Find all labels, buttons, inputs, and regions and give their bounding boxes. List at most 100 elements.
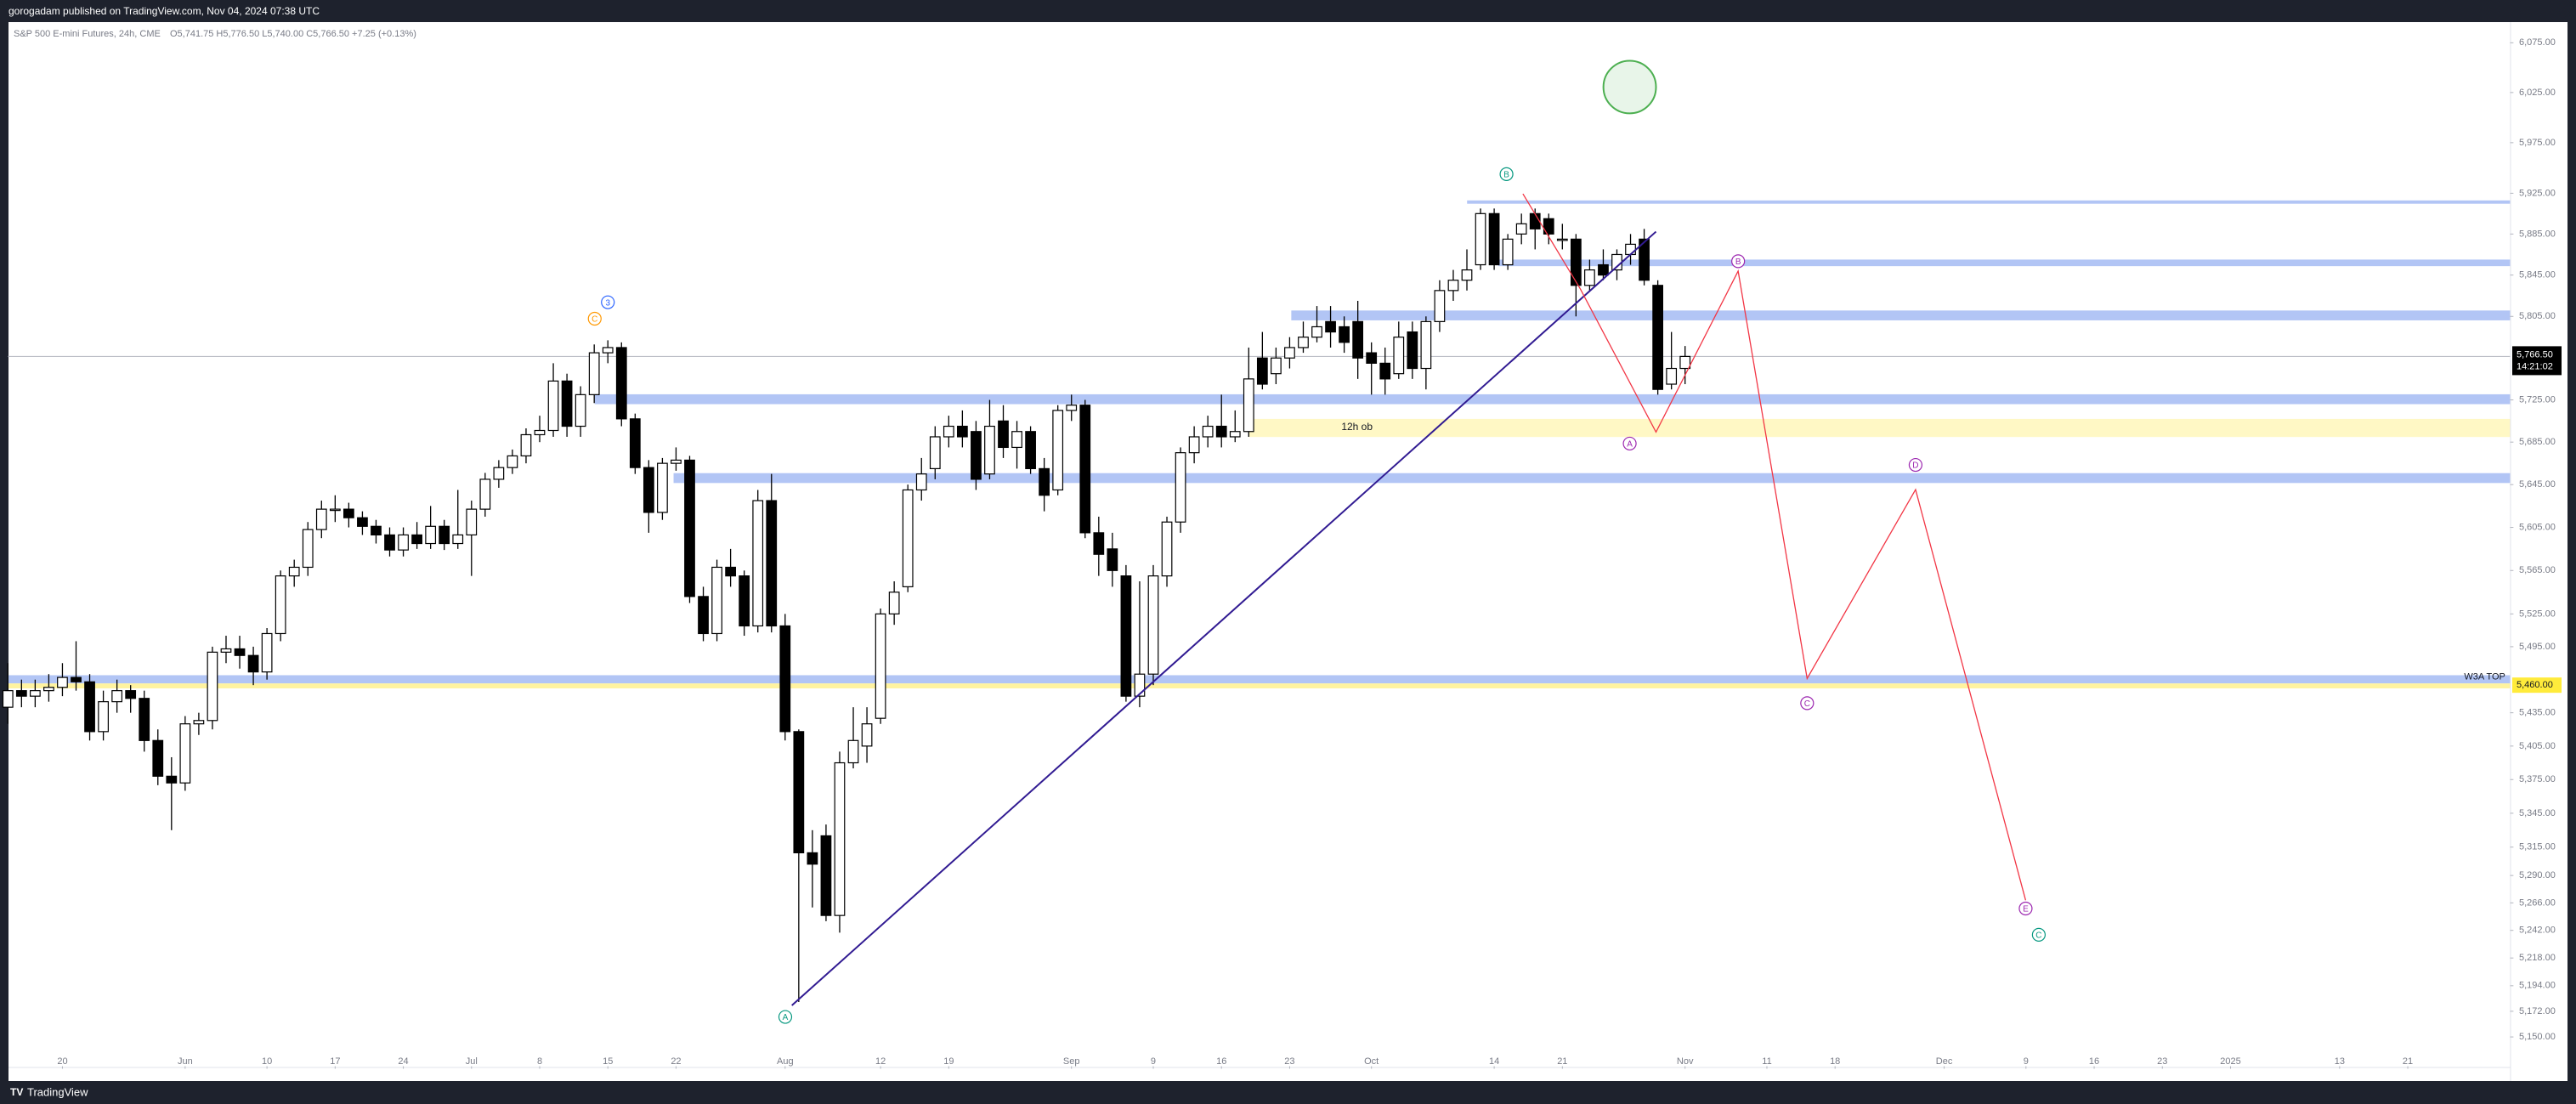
candle-body: [875, 613, 886, 719]
y-tick-label: 5,435.00: [2519, 708, 2556, 718]
candle-body: [1502, 238, 1514, 266]
y-tick-label: 5,495.00: [2519, 642, 2556, 652]
candle-body: [247, 654, 259, 673]
candle-body: [111, 690, 123, 703]
y-tick-label: 5,172.00: [2519, 1006, 2556, 1016]
candle-body: [2, 690, 14, 708]
y-tick-label: 5,725.00: [2519, 394, 2556, 405]
y-tick-label: 5,266.00: [2519, 897, 2556, 908]
candle-body: [671, 459, 682, 464]
x-tick-label: 15: [603, 1056, 613, 1067]
candle-body: [998, 420, 1009, 449]
candle-body: [84, 681, 95, 733]
right-border: [2568, 22, 2576, 1081]
candle-body: [466, 508, 478, 536]
wave-label-ring: [2018, 901, 2033, 916]
y-tick-label: 5,405.00: [2519, 741, 2556, 751]
wave-label: A: [783, 1013, 789, 1022]
zone: [8, 675, 2511, 684]
zone-note: 12h ob: [1341, 421, 1373, 433]
y-tick-label: 5,605.00: [2519, 522, 2556, 532]
candle-body: [807, 852, 818, 865]
candle-body: [207, 651, 218, 722]
y-tick-label: 5,150.00: [2519, 1032, 2556, 1042]
candle-body: [166, 775, 178, 784]
candle-body: [125, 690, 137, 699]
candle-body: [1325, 320, 1336, 333]
candle-body: [861, 723, 873, 747]
zone: [1497, 259, 2511, 267]
x-tick-label: 14: [1489, 1056, 1499, 1067]
candle-body: [1093, 532, 1105, 555]
candle-body: [98, 701, 109, 733]
countdown: 14:21:02: [2517, 361, 2553, 371]
x-tick-label: Jul: [466, 1056, 478, 1067]
x-tick-label: 16: [1216, 1056, 1226, 1067]
x-tick-label: Oct: [1364, 1056, 1379, 1067]
y-tick-label: 5,345.00: [2519, 808, 2556, 818]
x-tick-label: 9: [2024, 1056, 2029, 1067]
candle-body: [357, 517, 368, 527]
candle-body: [711, 566, 722, 635]
x-tick-label: 8: [537, 1056, 542, 1067]
y-tick-label: 5,975.00: [2519, 138, 2556, 148]
candle-body: [1202, 425, 1214, 438]
candle-body: [1229, 431, 1241, 438]
candle-body: [1393, 337, 1405, 375]
wave-label-ring: [1622, 436, 1637, 451]
candle-body: [1352, 320, 1364, 359]
candle-body: [915, 473, 927, 491]
candle-body: [1147, 575, 1159, 675]
candle-body: [547, 380, 559, 432]
candle-body: [1679, 355, 1691, 370]
candle-body: [1598, 263, 1609, 276]
candle-body: [1120, 575, 1132, 697]
candle-body: [1461, 269, 1473, 281]
zone: [673, 473, 2511, 484]
x-tick-label: Sep: [1063, 1056, 1080, 1067]
candle-body: [657, 462, 668, 513]
candle-body: [629, 418, 641, 468]
candle-body: [1584, 269, 1595, 286]
x-tick-label: 18: [1830, 1056, 1840, 1067]
x-tick-label: 22: [671, 1056, 681, 1067]
x-tick-label: 2025: [2220, 1056, 2240, 1067]
zone: [594, 393, 2511, 405]
header-text: gorogadam published on TradingView.com, …: [8, 5, 320, 17]
wave-label-ring: [601, 295, 615, 309]
x-tick-label: Aug: [777, 1056, 794, 1067]
footer-bar: [0, 1081, 2576, 1104]
candle-body: [479, 478, 491, 510]
candle-body: [1039, 467, 1050, 496]
wave-label: A: [1627, 440, 1633, 450]
candle-body: [1134, 673, 1146, 697]
footer-text: TradingView: [27, 1085, 88, 1098]
candle-body: [1515, 223, 1527, 235]
candle-body: [15, 690, 27, 697]
x-tick-label: 9: [1151, 1056, 1156, 1067]
y-tick-label: 6,075.00: [2519, 37, 2556, 48]
candle-body: [520, 433, 532, 457]
y-tick-label: 5,565.00: [2519, 565, 2556, 575]
candle-body: [1652, 285, 1664, 390]
symbol-title: S&P 500 E-mini Futures, 24h, CME: [14, 29, 161, 39]
candle-body: [929, 436, 941, 470]
candle-body: [1188, 436, 1200, 454]
candle-body: [398, 534, 409, 551]
candle-body: [1311, 326, 1322, 338]
candle-body: [1407, 331, 1418, 370]
x-tick-label: 16: [2089, 1056, 2099, 1067]
wave-label: 3: [605, 298, 610, 308]
ohlc-legend: O5,741.75 H5,776.50 L5,740.00 C5,766.50 …: [170, 29, 416, 39]
y-tick-label: 5,805.00: [2519, 311, 2556, 321]
candle-body: [1271, 357, 1282, 375]
header-bar: [0, 0, 2576, 22]
y-tick-label: 5,685.00: [2519, 437, 2556, 447]
candle-body: [411, 534, 422, 545]
candle-body: [275, 575, 286, 635]
candle-body: [1420, 320, 1432, 370]
candle-body: [888, 592, 900, 614]
x-tick-label: 13: [2335, 1056, 2345, 1067]
candle-body: [1379, 362, 1391, 380]
